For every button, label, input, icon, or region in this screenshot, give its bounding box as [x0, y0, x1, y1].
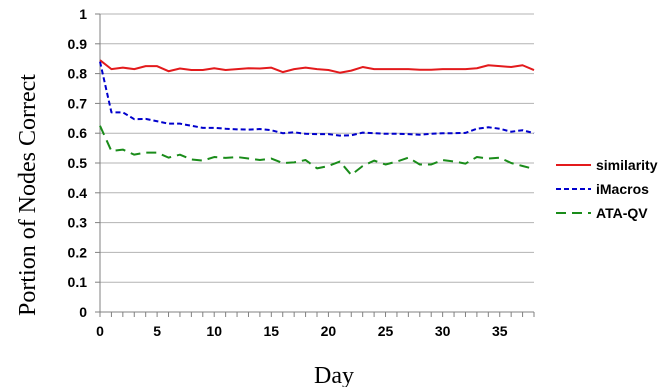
axes [95, 13, 535, 317]
y-tick-label: 0 [79, 304, 87, 320]
y-tick-label: 0.1 [68, 274, 88, 290]
y-tick-label: 0.7 [68, 95, 88, 111]
series-lines [99, 59, 535, 176]
x-axis-label: Day [314, 363, 354, 387]
x-tick-label: 25 [378, 323, 394, 339]
y-tick-label: 0.9 [68, 36, 88, 52]
series-line-similarity [99, 59, 535, 74]
x-tick-label: 30 [435, 323, 451, 339]
x-tick-label: 35 [492, 323, 508, 339]
y-tick-label: 0.2 [68, 244, 88, 260]
y-tick-label: 1 [79, 6, 87, 22]
series-line-ata-qv [99, 125, 535, 176]
y-axis-label: Portion of Nodes Correct [15, 74, 41, 316]
x-tick-label: 0 [96, 323, 104, 339]
x-tick-label: 15 [264, 323, 280, 339]
legend: similarity iMacros ATA-QV [556, 157, 658, 221]
y-axis-tick-labels: 0 0.1 0.2 0.3 0.4 0.5 0.6 0.7 0.8 0.9 1 [68, 6, 88, 320]
x-tick-label: 20 [321, 323, 337, 339]
legend-label: iMacros [596, 181, 649, 197]
y-tick-label: 0.5 [68, 155, 88, 171]
legend-label: ATA-QV [596, 205, 648, 221]
legend-label: similarity [596, 157, 658, 173]
x-tick-label: 5 [153, 323, 161, 339]
series-line-imacros [99, 61, 535, 137]
grid-lines [100, 13, 534, 283]
x-axis-tick-labels: 0 5 10 15 20 25 30 35 [96, 323, 508, 339]
y-tick-label: 0.4 [68, 185, 88, 201]
y-tick-label: 0.6 [68, 125, 88, 141]
y-tick-label: 0.8 [68, 66, 88, 82]
x-tick-label: 10 [206, 323, 222, 339]
y-tick-label: 0.3 [68, 215, 88, 231]
